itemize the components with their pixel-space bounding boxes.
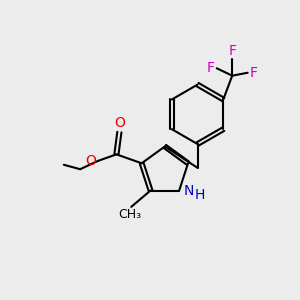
Text: F: F bbox=[228, 44, 236, 58]
Text: F: F bbox=[206, 61, 214, 75]
Text: H: H bbox=[195, 188, 205, 202]
Text: CH₃: CH₃ bbox=[118, 208, 141, 221]
Text: F: F bbox=[250, 66, 258, 80]
Text: O: O bbox=[114, 116, 125, 130]
Text: O: O bbox=[85, 154, 97, 168]
Text: N: N bbox=[184, 184, 194, 197]
